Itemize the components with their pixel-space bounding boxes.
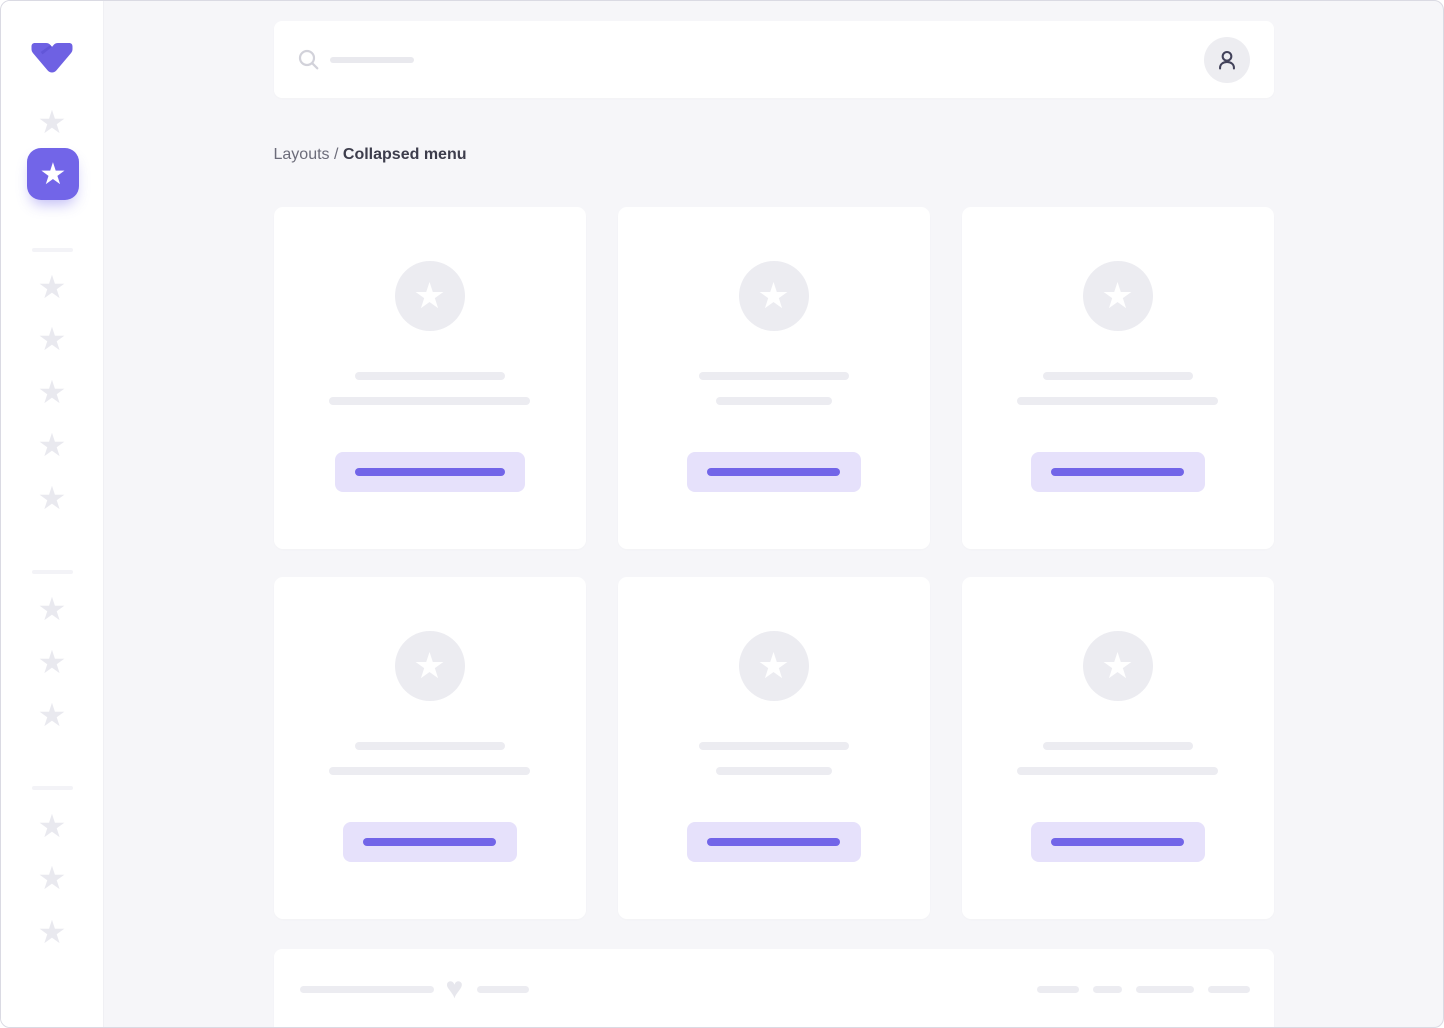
card-action-button[interactable] [686,452,861,492]
card-action-button[interactable] [1030,452,1205,492]
sidebar-item-star[interactable]: ★ [37,644,67,680]
page-title: Collapsed menu [342,146,467,163]
card-media-circle: ★ [394,631,465,701]
star-icon: ★ [413,275,446,316]
footer-link-placeholder [1135,985,1194,993]
search-placeholder-line [329,56,414,63]
button-label-placeholder [363,838,496,846]
button-label-placeholder [707,838,840,846]
sidebar-item-star[interactable]: ★ [37,427,67,463]
sidebar-item-star[interactable]: ★ [37,104,67,140]
card-media-circle: ★ [738,261,809,331]
breadcrumb-separator: / [334,146,339,163]
breadcrumb: Layouts / Collapsed menu [274,146,1274,163]
app-logo[interactable] [1,41,103,82]
card-title-placeholder [1042,372,1193,380]
sidebar-item-star[interactable]: ★ [37,697,67,733]
search-icon [298,49,318,69]
card-action-button[interactable] [686,822,861,862]
sidebar: ★ ★ ★ ★ ★ ★ ★ ★ ★ ★ ★ ★ ★ [1,1,104,1027]
star-icon: ★ [1101,645,1134,686]
sidebar-item-star[interactable]: ★ [37,591,67,627]
placeholder-card: ★ [617,577,930,919]
sidebar-item-star[interactable]: ★ [37,321,67,357]
card-subtitle-placeholder [715,767,832,775]
bottom-bar: ♥ [273,949,1274,1027]
placeholder-card: ★ [273,207,586,549]
card-media-circle: ★ [394,261,465,331]
sidebar-item-star-active[interactable]: ★ [27,148,79,200]
search-bar[interactable] [273,21,1274,98]
sidebar-item-star[interactable]: ★ [37,914,67,950]
sidebar-divider [32,248,73,252]
sidebar-item-star[interactable]: ★ [37,808,67,844]
button-label-placeholder [354,468,505,476]
button-label-placeholder [707,468,840,476]
sidebar-divider [32,570,73,574]
placeholder-card: ★ [617,207,930,549]
sidebar-item-star[interactable]: ★ [37,374,67,410]
card-media-circle: ★ [1082,631,1153,701]
footer-text-placeholder [477,985,530,993]
vuesax-v-logo-icon [31,43,73,73]
footer-link-placeholder [1207,985,1250,993]
heart-icon: ♥ [445,972,464,1005]
card-grid: ★ ★ ★ ★ [273,207,1274,919]
card-media-circle: ★ [1082,261,1153,331]
card-title-placeholder [698,742,849,750]
button-label-placeholder [1051,838,1184,846]
card-action-button[interactable] [1030,822,1205,862]
star-icon: ★ [413,645,446,686]
card-title-placeholder [354,372,505,380]
card-title-placeholder [1042,742,1193,750]
card-media-circle: ★ [738,631,809,701]
card-subtitle-placeholder [1017,767,1218,775]
sidebar-divider [32,786,73,790]
breadcrumb-section[interactable]: Layouts [273,146,330,163]
user-icon [1218,50,1235,69]
card-subtitle-placeholder [715,397,832,405]
footer-link-placeholder [1092,985,1122,993]
footer-text-placeholder [299,985,434,993]
main-area: Layouts / Collapsed menu ★ ★ [104,1,1443,1027]
sidebar-item-star[interactable]: ★ [37,860,67,896]
card-action-button[interactable] [342,822,517,862]
footer-link-placeholder [1036,985,1079,993]
button-label-placeholder [1051,468,1184,476]
content-column: Layouts / Collapsed menu ★ ★ [273,1,1274,1027]
card-subtitle-placeholder [1017,397,1218,405]
placeholder-card: ★ [961,207,1274,549]
sidebar-item-star[interactable]: ★ [37,480,67,516]
star-icon: ★ [1101,275,1134,316]
card-title-placeholder [698,372,849,380]
avatar-button[interactable] [1203,36,1250,83]
sidebar-item-star[interactable]: ★ [37,269,67,305]
star-icon: ★ [757,645,790,686]
placeholder-card: ★ [273,577,586,919]
card-subtitle-placeholder [329,397,530,405]
card-action-button[interactable] [334,452,525,492]
card-subtitle-placeholder [329,767,530,775]
star-icon: ★ [757,275,790,316]
card-title-placeholder [354,742,505,750]
placeholder-card: ★ [961,577,1274,919]
